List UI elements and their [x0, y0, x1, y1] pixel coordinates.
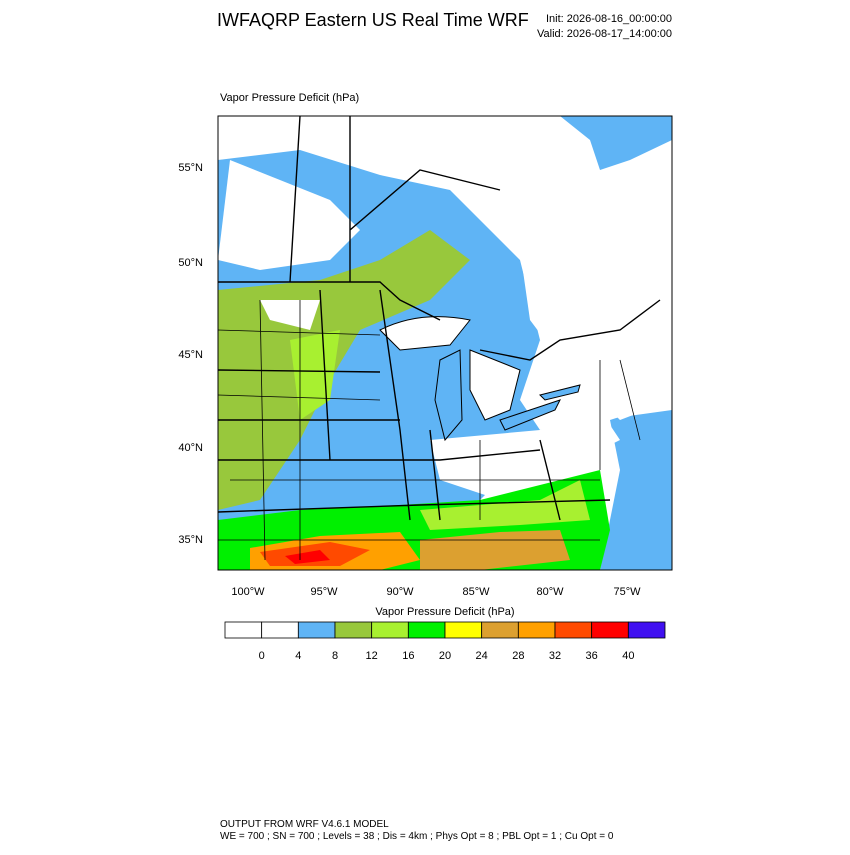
lat-label: 55°N: [178, 162, 203, 174]
colorbar-label: 4: [295, 650, 301, 662]
colorbar-box: [334, 621, 373, 639]
valid-time: Valid: 2026-08-17_14:00:00: [537, 28, 672, 40]
footer-line: OUTPUT FROM WRF V4.6.1 MODEL: [220, 819, 389, 830]
colorbar-label: 24: [476, 650, 488, 662]
map-field: [218, 116, 672, 570]
map-frame: [217, 115, 673, 571]
colorbar-box: [224, 621, 263, 639]
lon-label: 95°W: [310, 586, 338, 598]
lon-label: 100°W: [231, 586, 265, 598]
colorbar-label: 20: [439, 650, 451, 662]
colorbar-label: 12: [366, 650, 378, 662]
colorbar-box: [297, 621, 336, 639]
colorbar-box: [407, 621, 446, 639]
lat-label: 50°N: [178, 257, 203, 269]
colorbar-title: Vapor Pressure Deficit (hPa): [375, 606, 514, 618]
init-time: Init: 2026-08-16_00:00:00: [546, 13, 672, 25]
colorbar-box: [481, 621, 519, 639]
lon-label: 80°W: [536, 586, 564, 598]
colorbar-box: [554, 621, 593, 639]
title: IWFAQRP Eastern US Real Time WRF: [217, 10, 529, 30]
lat-label: 40°N: [178, 442, 203, 454]
colorbar-box: [261, 621, 299, 639]
colorbar-label: 28: [512, 650, 524, 662]
colorbar-label: 32: [549, 650, 561, 662]
lat-label: 45°N: [178, 349, 203, 361]
lon-label: 85°W: [462, 586, 490, 598]
colorbar-box: [591, 621, 629, 639]
lon-label: 90°W: [386, 586, 414, 598]
lon-label: 75°W: [613, 586, 641, 598]
colorbar-label: 8: [332, 650, 338, 662]
lat-label: 35°N: [178, 534, 203, 546]
colorbar-box: [627, 621, 666, 639]
footer-line: WE = 700 ; SN = 700 ; Levels = 38 ; Dis …: [220, 831, 614, 842]
colorbar-label: 36: [586, 650, 598, 662]
field-label: Vapor Pressure Deficit (hPa): [220, 92, 359, 104]
colorbar-label: 40: [622, 650, 634, 662]
colorbar-box: [371, 621, 409, 639]
colorbar-label: 16: [402, 650, 414, 662]
colorbar-box: [517, 621, 556, 639]
colorbar-box: [444, 621, 483, 639]
colorbar-label: 0: [259, 650, 265, 662]
